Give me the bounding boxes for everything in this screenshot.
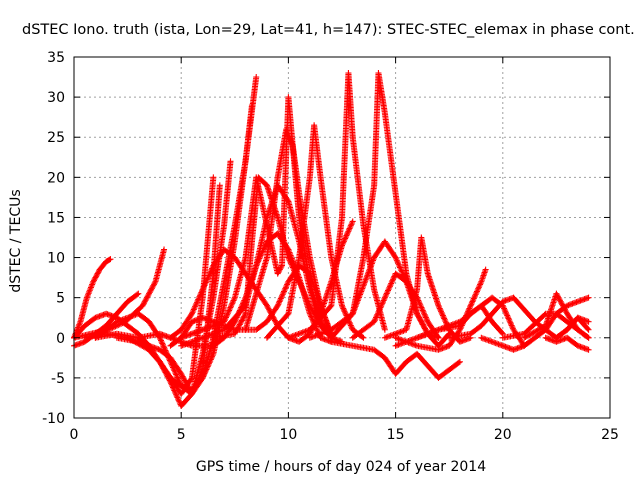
series-arc-16 — [263, 122, 367, 341]
y-tick-label: 15 — [47, 210, 65, 226]
series-arc-15 — [242, 126, 335, 337]
series-arc-30 — [542, 334, 592, 353]
x-axis-label: GPS time / hours of day 024 of year 2014 — [196, 459, 486, 475]
data-series — [71, 70, 592, 409]
series-arc-21 — [328, 338, 463, 381]
y-tick-label: 20 — [47, 170, 65, 186]
series-arc-22 — [381, 234, 474, 345]
y-axis-label: dSTEC / TECUs — [8, 189, 24, 292]
x-tick-label: 20 — [494, 427, 512, 443]
x-tick-label: 25 — [601, 427, 619, 443]
y-tick-label: 10 — [47, 251, 65, 267]
x-tick-label: 10 — [279, 427, 297, 443]
x-tick-label: 0 — [70, 427, 79, 443]
series-arc-14 — [210, 174, 345, 345]
plot-frame — [73, 56, 611, 419]
chart-title: dSTEC Iono. truth (ista, Lon=29, Lat=41,… — [22, 22, 640, 38]
y-tick-label: 0 — [56, 331, 65, 347]
y-tick-label: 35 — [47, 50, 65, 66]
series-arc-31 — [553, 314, 592, 341]
axis-ticks — [73, 56, 611, 419]
x-tick-label: 15 — [387, 427, 405, 443]
y-tick-label: 30 — [47, 90, 65, 106]
y-tick-label: -10 — [42, 411, 65, 427]
y-tick-label: 25 — [47, 130, 65, 146]
y-tick-label: 5 — [56, 291, 65, 307]
x-tick-labels: 0 5 10 15 20 25 — [70, 427, 619, 443]
x-tick-label: 5 — [177, 427, 186, 443]
y-tick-labels: -10 -5 0 5 10 15 20 25 30 35 — [42, 50, 65, 427]
y-tick-label: -5 — [51, 371, 65, 387]
series-arc-05 — [92, 102, 255, 397]
